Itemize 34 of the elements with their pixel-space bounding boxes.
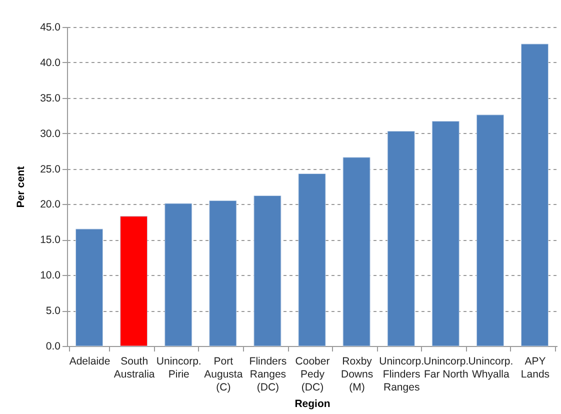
x-tick-label: Unincorp. Flinders Ranges bbox=[379, 356, 424, 394]
y-tick-label: 10.0 bbox=[40, 270, 61, 282]
y-tick-label: 25.0 bbox=[40, 163, 61, 176]
x-tick-label: Flinders Ranges (DC) bbox=[249, 356, 287, 394]
bar bbox=[432, 121, 460, 346]
y-tick-label: 30.0 bbox=[40, 128, 61, 140]
x-tick-label: South Australia bbox=[114, 356, 155, 380]
y-tick-label: 35.0 bbox=[40, 92, 61, 104]
y-tick-label: 40.0 bbox=[40, 56, 61, 69]
bar bbox=[76, 228, 104, 346]
x-tick-label: APY Lands bbox=[520, 356, 550, 380]
y-tick-label: 0.0 bbox=[46, 340, 61, 352]
bar bbox=[120, 216, 148, 346]
bar bbox=[298, 173, 326, 346]
y-tick-label: 45.0 bbox=[40, 22, 61, 34]
bar bbox=[476, 114, 504, 346]
y-tick-label: 20.0 bbox=[40, 198, 61, 211]
x-tick-label: Unincorp. Pirie bbox=[156, 356, 202, 380]
x-tick-label: Unincorp. Whyalla bbox=[468, 356, 514, 380]
bar bbox=[520, 44, 548, 346]
bar bbox=[209, 200, 237, 346]
y-tick-label: 15.0 bbox=[40, 234, 61, 246]
x-tick-label: Unincorp. Far North bbox=[424, 356, 469, 380]
y-tick-label: 5.0 bbox=[46, 305, 61, 318]
x-tick-label: Port Augusta (C) bbox=[204, 356, 243, 394]
x-tick-label: Coober Pedy (DC) bbox=[295, 356, 330, 394]
x-tick-label: Roxby Downs (M) bbox=[340, 356, 374, 394]
y-axis-title: Per cent bbox=[15, 166, 28, 208]
x-axis-title: Region bbox=[294, 398, 330, 410]
bar bbox=[387, 130, 415, 346]
x-tick-label: Adelaide bbox=[69, 356, 110, 368]
bar bbox=[342, 157, 370, 346]
bar bbox=[254, 195, 282, 346]
bar bbox=[164, 203, 192, 346]
